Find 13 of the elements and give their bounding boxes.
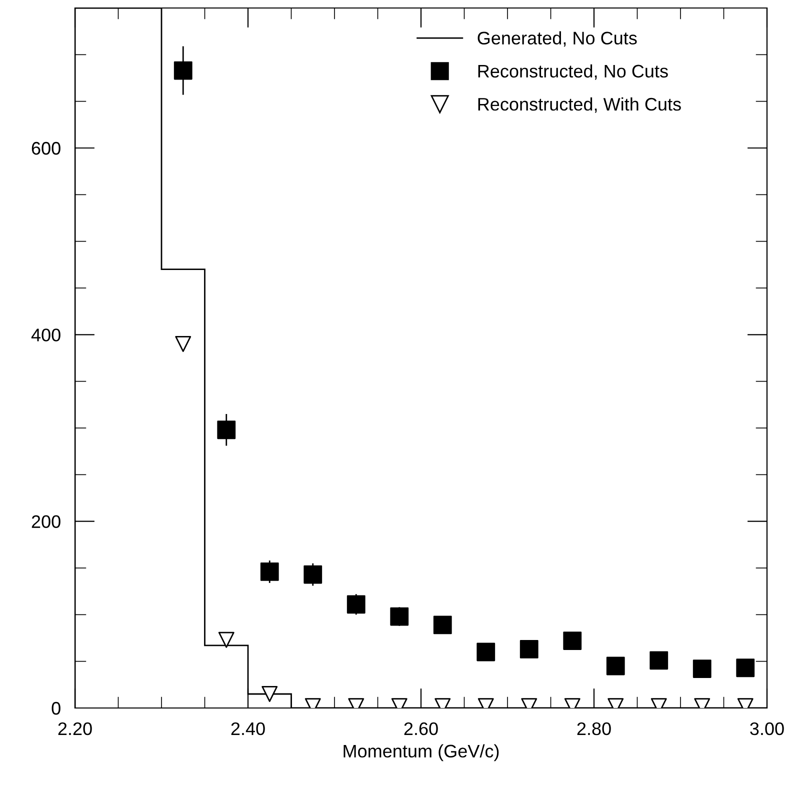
x-tick-label: 2.40 (231, 722, 265, 736)
legend-label: Reconstructed, With Cuts (478, 97, 681, 113)
x-tick-label: 2.60 (404, 722, 438, 736)
y-tick-label: 600 (32, 142, 60, 155)
x-tick-label: 2.20 (58, 722, 92, 736)
x-tick-label: 2.80 (577, 722, 611, 736)
y-tick-label: 0 (52, 702, 60, 715)
x-tick-label: 3.00 (750, 722, 784, 736)
y-tick-label: 200 (32, 515, 60, 528)
legend-label: Reconstructed, No Cuts (478, 64, 668, 80)
y-tick-label: 400 (31, 328, 60, 342)
x-axis-title: Momentum (GeV/c) (344, 744, 499, 762)
legend-label: Generated, No Cuts (478, 31, 637, 47)
